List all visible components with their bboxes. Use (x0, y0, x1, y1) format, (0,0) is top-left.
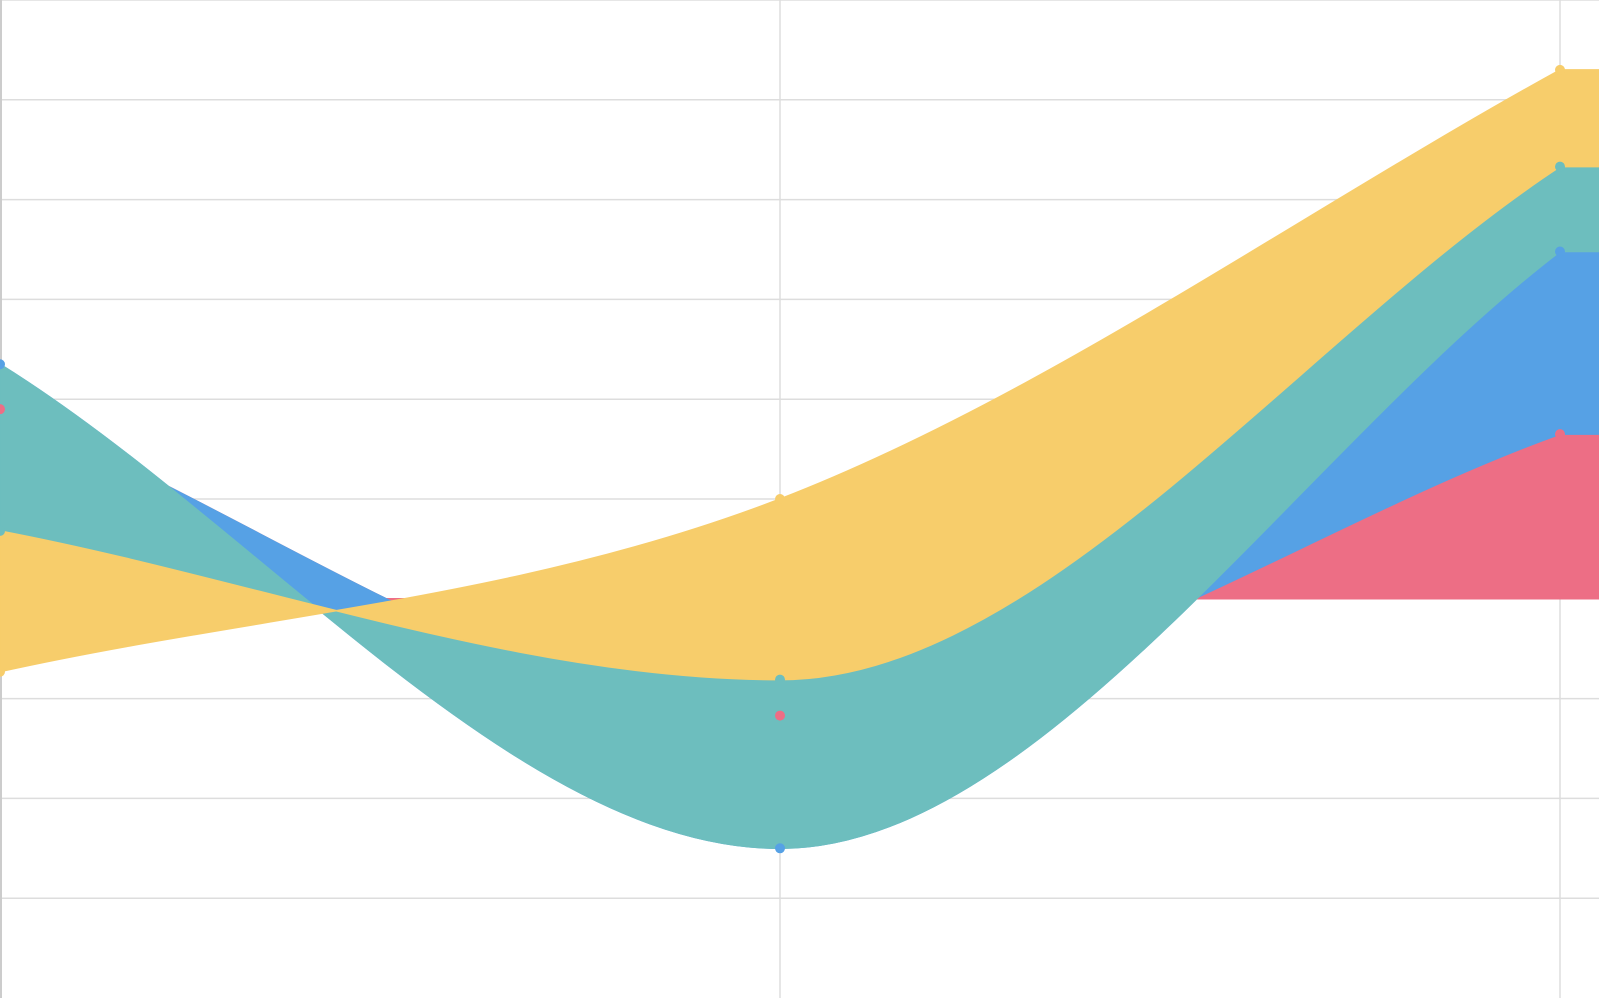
data-point-series-1-1 (0, 404, 5, 415)
area-series-layer (0, 69, 1599, 850)
data-points-layer (0, 64, 1565, 854)
data-point-series-2-1 (0, 359, 5, 370)
data-point-series-1-2 (775, 710, 785, 721)
data-point-series-2-2 (775, 843, 785, 854)
data-point-series-3-1 (0, 525, 5, 536)
data-point-series-3-2 (775, 674, 785, 685)
data-point-series-4-2 (775, 494, 785, 504)
data-point-series-2-3 (1555, 246, 1565, 257)
data-point-series-4-1 (0, 666, 5, 677)
data-point-series-4-3 (1555, 64, 1565, 75)
data-point-series-3-3 (1555, 161, 1565, 172)
data-point-series-1-3 (1555, 429, 1565, 440)
